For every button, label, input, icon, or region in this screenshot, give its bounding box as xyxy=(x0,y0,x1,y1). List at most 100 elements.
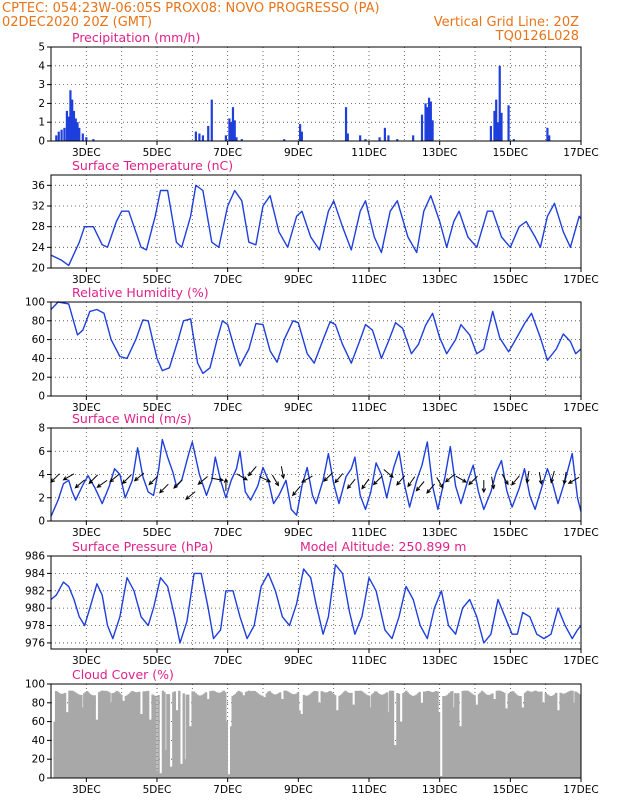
temperature-series-line xyxy=(50,184,582,267)
cloud-bar xyxy=(120,694,123,778)
panel-cloud: 0 20 40 60 80 100 3DEC 5DEC 7DEC 9DEC 11DEC 13DEC 15… xyxy=(25,667,599,796)
cloud-bar xyxy=(235,692,239,778)
cloud-bar xyxy=(319,702,322,778)
cloud-bar xyxy=(268,691,272,778)
x-tick-label: 11DEC xyxy=(351,527,386,539)
precip-bar xyxy=(201,135,205,141)
cloud-bar xyxy=(376,693,380,778)
cloud-bar xyxy=(215,692,218,778)
cloud-bar xyxy=(154,695,157,778)
cloud-bar xyxy=(486,695,490,778)
cloud-bar xyxy=(495,690,499,778)
precip-bar xyxy=(300,131,303,141)
cloud-bar xyxy=(267,691,270,778)
cloud-bar xyxy=(298,710,301,778)
wind-arrow xyxy=(148,475,159,486)
cloud-bar xyxy=(571,690,574,778)
header-line1: CPTEC: 054:23W-06:05S PROX08: NOVO PROGR… xyxy=(2,1,380,16)
cloud-bar xyxy=(519,696,522,778)
cloud-bar xyxy=(155,770,159,778)
precip-bar xyxy=(240,139,243,141)
cloud-bar xyxy=(105,690,108,778)
y-tick-label: 40 xyxy=(32,353,45,365)
y-tick-label: 3 xyxy=(38,79,45,91)
cloud-bar xyxy=(201,694,205,778)
cloud-bar xyxy=(109,702,113,778)
cloud-bar xyxy=(96,719,99,778)
precip-bar xyxy=(198,133,201,141)
cloud-bar xyxy=(485,694,488,778)
cloud-bar xyxy=(69,690,73,778)
cloud-bar xyxy=(507,693,510,778)
cloud-bar xyxy=(359,690,362,778)
y-tick-label: 20 xyxy=(32,372,45,384)
cloud-bar xyxy=(500,691,503,778)
cloud-bar xyxy=(520,707,524,778)
cloud-bar xyxy=(186,694,190,778)
precip-bar xyxy=(76,122,79,141)
cloud-bar xyxy=(473,695,476,778)
y-tick-label: 0 xyxy=(38,773,45,785)
cloud-bar xyxy=(252,690,255,778)
cloud-bar xyxy=(430,692,433,778)
cloud-bar xyxy=(74,692,77,778)
x-tick-label: 5DEC xyxy=(143,402,172,414)
wind-arrow xyxy=(62,473,75,481)
wind-arrow xyxy=(158,483,169,494)
cloud-bar xyxy=(537,691,540,778)
y-tick-label: 0 xyxy=(38,516,45,528)
panel-wind: 0 2 4 6 8 3DEC 5DEC 7DEC 9DEC 11DEC 13DEC 15DEC 17DE… xyxy=(38,411,598,539)
precip-bar xyxy=(427,97,431,141)
cloud-bar xyxy=(97,692,101,778)
cloud-bar xyxy=(262,697,266,778)
cloud-bar xyxy=(311,692,315,778)
precip-bar xyxy=(235,137,238,141)
cloud-bar xyxy=(87,692,90,778)
cloud-bar xyxy=(464,690,467,778)
cloud-bar xyxy=(100,690,104,778)
precip-bar xyxy=(81,133,84,141)
wind-arrow xyxy=(74,479,85,489)
cloud-bar xyxy=(555,692,558,778)
cloud-bar xyxy=(314,690,318,778)
cloud-bar xyxy=(393,745,396,778)
cloud-bar xyxy=(436,691,439,778)
cloud-bar xyxy=(397,693,401,778)
cloud-bar xyxy=(189,726,193,778)
cloud-bar xyxy=(255,692,258,778)
x-tick-label: 9DEC xyxy=(284,274,313,286)
cloud-bar xyxy=(422,691,426,778)
cloud-bar xyxy=(531,691,534,778)
y-tick-label: 60 xyxy=(32,716,45,728)
x-tick-label: 11DEC xyxy=(351,402,386,414)
cloud-bar xyxy=(213,691,217,778)
cloud-bar xyxy=(566,691,570,778)
wind-arrow xyxy=(490,476,496,490)
cloud-bar xyxy=(249,691,252,778)
header-code: TQ0126L028 xyxy=(495,29,579,44)
cloud-bar xyxy=(161,690,165,778)
x-tick-label: 11DEC xyxy=(351,147,386,159)
cloud-bar xyxy=(403,691,407,778)
panel-title: Cloud Cover (%) xyxy=(72,667,174,682)
cloud-bar xyxy=(325,692,328,778)
y-tick-label: 986 xyxy=(25,551,45,563)
cloud-bar xyxy=(293,694,297,778)
cloud-bar xyxy=(333,695,337,778)
cloud-bar xyxy=(406,692,410,778)
y-tick-label: 2 xyxy=(38,492,45,504)
cloud-bar xyxy=(194,693,197,778)
wind-arrow xyxy=(383,469,394,478)
cloud-bar xyxy=(148,719,151,778)
cloud-bar xyxy=(552,695,555,778)
cloud-bar xyxy=(234,693,237,778)
precip-bar xyxy=(426,107,429,141)
cloud-bar xyxy=(379,694,383,778)
precip-bar xyxy=(71,99,74,141)
cloud-bar xyxy=(443,696,447,778)
cloud-bar xyxy=(354,690,358,778)
cloud-bar xyxy=(341,693,344,778)
cloud-bar xyxy=(114,692,117,778)
cloud-bar xyxy=(514,694,518,778)
cloud-bar xyxy=(461,691,464,778)
